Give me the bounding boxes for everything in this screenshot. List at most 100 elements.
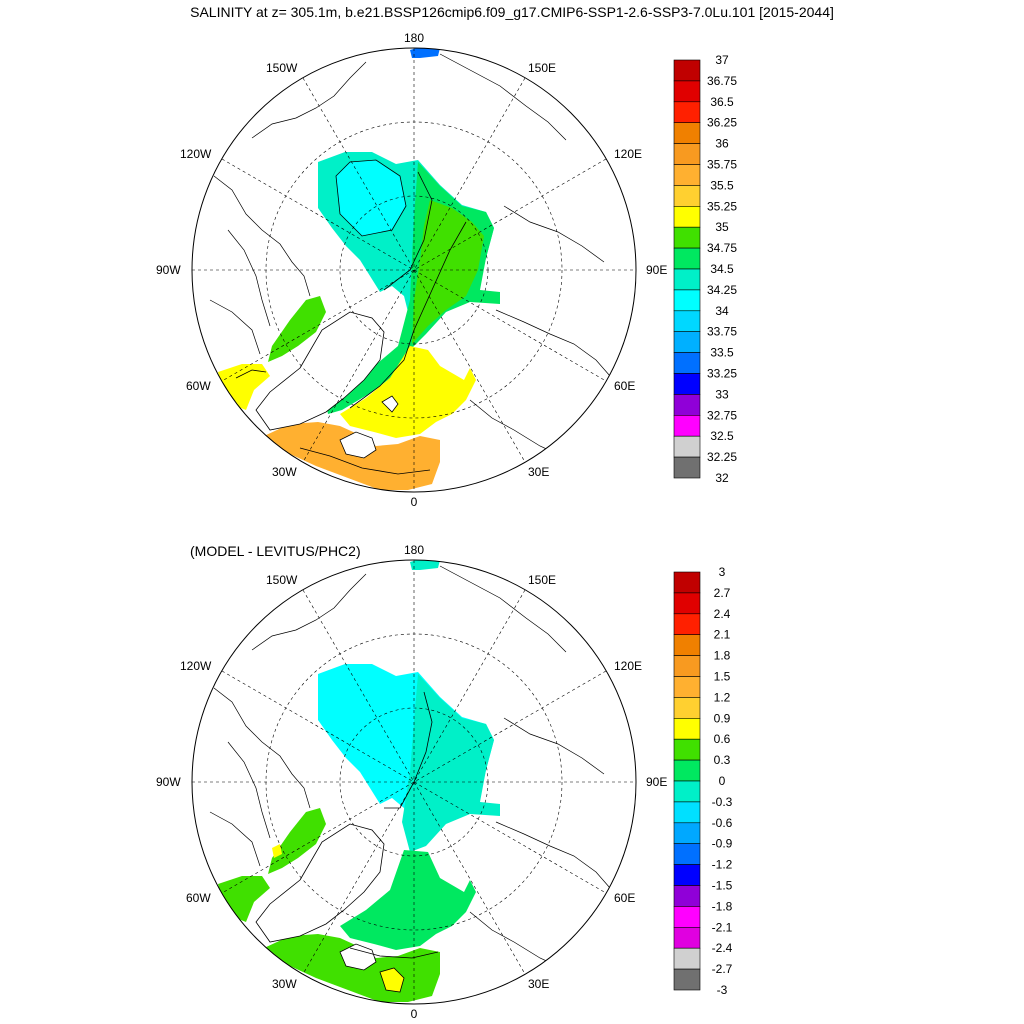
colorbar-label: 36 [715,137,729,151]
diff-lon-label-120w: 120W [180,659,212,673]
colorbar-box [673,718,701,740]
baffin-region [268,296,326,362]
colorbar-label: 36.25 [707,116,737,130]
colorbar-label: -0.6 [712,816,733,830]
colorbar-box [673,634,701,656]
colorbar-box [673,414,701,437]
colorbar-label: 0 [719,774,726,788]
colorbar-label: 35 [715,220,729,234]
colorbar-label: -2.4 [712,941,733,955]
colorbar-box [673,843,701,865]
colorbar-box [673,926,701,949]
colorbar-box [673,947,701,970]
colorbar-box [673,613,701,636]
colorbar-label: 2.7 [714,586,731,600]
colorbar-box [673,456,701,479]
colorbar-box [673,122,701,144]
difference-panel: 180 150E 120E 90E 60E 30E 0 30W 60W 90W … [156,543,733,1021]
colorbar-label: 0.6 [714,732,731,746]
colorbar-box [673,968,701,991]
colorbar-label: 34 [715,304,729,318]
colorbar-label: -1.5 [712,879,733,893]
difference-subtitle: (MODEL - LEVITUS/PHC2) [190,543,361,559]
colorbar-label: 33.25 [707,367,737,381]
diff-lon-label-150w: 150W [266,573,298,587]
lon-label-180: 180 [404,31,424,45]
colorbar-label: -0.9 [712,837,733,851]
north-atlantic-region [264,422,440,490]
colorbar-box [673,738,701,761]
salinity-map [209,48,611,490]
diff-lon-label-60w: 60W [186,891,211,905]
diff-longitude-labels: 180 150E 120E 90E 60E 30E 0 30W 60W 90W … [156,543,667,1021]
diff-lon-label-30e: 30E [528,977,549,991]
colorbar-label: 34.5 [710,262,734,276]
diff-lon-label-60e: 60E [614,891,635,905]
colorbar-box [673,289,701,312]
lon-label-90e: 90E [646,263,667,277]
colorbar-box [673,352,701,374]
colorbar-label: -1.8 [712,899,733,913]
diff-lon-label-150e: 150E [528,573,556,587]
colorbar-box [673,80,701,103]
colorbar-label: 32.75 [707,408,737,422]
colorbar-label: 33.75 [707,325,737,339]
colorbar-label: 32.25 [707,450,737,464]
lon-label-60w: 60W [186,379,211,393]
colorbar-box [673,822,701,844]
diff-lon-label-30w: 30W [272,977,297,991]
colorbar-box [673,394,701,416]
colorbar-box [673,164,701,186]
colorbar-label: 33.5 [710,346,734,360]
colorbar-label: 0.3 [714,753,731,767]
iceland-void [339,431,377,459]
salinity-colorbar: 37 36.75 36.5 36.25 36 35.75 35.5 35.25 35 34.75 3… [673,53,737,485]
colorbar-box [673,206,701,228]
colorbar-box [673,247,701,270]
lon-label-120w: 120W [180,147,212,161]
contour-lines [235,159,467,475]
lon-label-120e: 120E [614,147,642,161]
diff-baffin-region [268,808,326,874]
graticule [192,48,636,492]
difference-map [209,560,611,1002]
canada-basin-core [336,160,406,236]
colorbar-label: 1.5 [714,670,731,684]
lon-label-150e: 150E [528,61,556,75]
colorbar-box [673,310,701,332]
colorbar-box [673,331,701,353]
colorbar-label: 32 [715,471,729,485]
colorbar-box [673,59,701,82]
diff-eurasian-arm-region [402,674,500,852]
colorbar-box [673,143,701,165]
colorbar-box [673,592,701,615]
colorbar-label: 36.75 [707,74,737,88]
colorbar-label: 2.4 [714,607,731,621]
colorbar-label: 3 [719,565,726,579]
lon-label-30w: 30W [272,465,297,479]
colorbar-label: 36.5 [710,95,734,109]
colorbar-box [673,780,701,803]
colorbar-label: 35.75 [707,158,737,172]
colorbar-box [673,864,701,886]
colorbar-label: 33 [715,387,729,401]
colorbar-label: 35.25 [707,199,737,213]
colorbar-box [673,906,701,928]
diff-lon-label-90w: 90W [156,775,181,789]
eurasian-inner-region [412,200,484,344]
diff-lon-label-180: 180 [404,543,424,557]
colorbar-label: 34.75 [707,241,737,255]
colorbar-box [673,697,701,719]
colorbar-label: 0.9 [714,711,731,725]
colorbar-box [673,373,701,395]
colorbar-label: -3 [717,983,728,997]
lon-label-150w: 150W [266,61,298,75]
svalbard-void [381,395,399,413]
colorbar-box [673,571,701,594]
diff-contour-lines [349,691,439,993]
plot-title: SALINITY at z= 305.1m, b.e21.BSSP126cmip… [190,4,834,20]
colorbar-box [673,185,701,207]
colorbar-box [673,759,701,782]
lon-label-0: 0 [411,495,418,509]
colorbar-label: -2.1 [712,920,733,934]
